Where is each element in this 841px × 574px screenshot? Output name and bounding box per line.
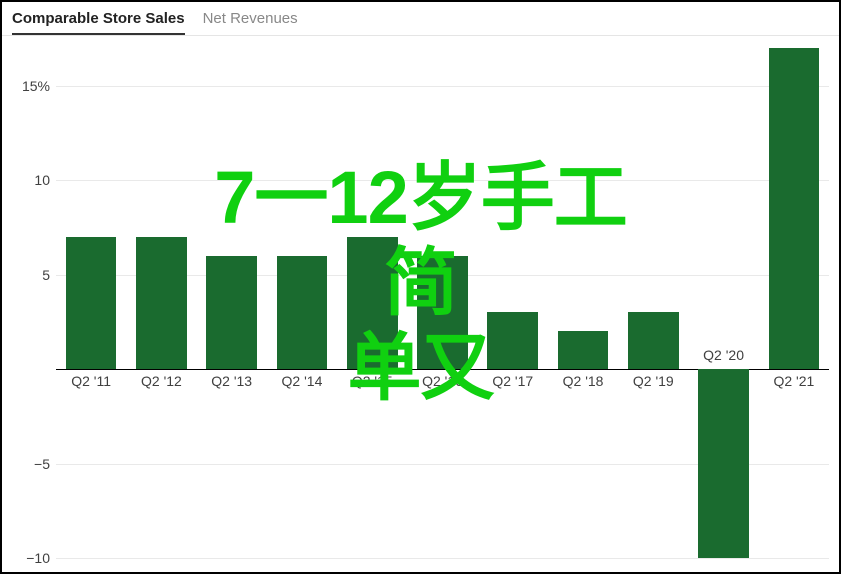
x-tick-label: Q2 '19 (633, 373, 674, 389)
x-tick-label: Q2 '13 (211, 373, 252, 389)
plot-region: 15%105−5−10Q2 '11Q2 '12Q2 '13Q2 '14Q2 '1… (56, 48, 829, 558)
x-tick-label: Q2 '17 (492, 373, 533, 389)
gridline (56, 558, 829, 559)
y-tick-label: 10 (16, 172, 50, 188)
bar[interactable] (628, 312, 679, 369)
tabs-bar: Comparable Store Sales Net Revenues (2, 2, 839, 36)
x-tick-label: Q2 '21 (773, 373, 814, 389)
tab-comparable-store-sales[interactable]: Comparable Store Sales (12, 6, 185, 35)
bar[interactable] (66, 237, 117, 369)
chart-area: 15% 10 5 −5 −10 Q2 '11 Q2 '12 Q2 '13 Q2 '14 Q2 '1… (2, 34, 839, 572)
bar[interactable] (558, 331, 609, 369)
x-tick-label: Q2 '11 (71, 373, 111, 389)
x-tick-label: Q2 '15 (352, 373, 393, 389)
bar[interactable] (769, 48, 820, 369)
chart-container: Comparable Store Sales Net Revenues 15%1… (0, 0, 841, 574)
y-tick-label: −10 (16, 550, 50, 566)
bar[interactable] (417, 256, 468, 369)
bar[interactable] (136, 237, 187, 369)
y-tick-label: −5 (16, 456, 50, 472)
bar[interactable] (206, 256, 257, 369)
tab-net-revenues[interactable]: Net Revenues (203, 6, 298, 35)
x-tick-label: Q2 '20 (703, 347, 744, 363)
bar[interactable] (487, 312, 538, 369)
x-tick-label: Q2 '12 (141, 373, 182, 389)
gridline (56, 180, 829, 181)
x-tick-label: Q2 '14 (282, 373, 323, 389)
bar[interactable] (347, 237, 398, 369)
x-tick-label: Q2 '16 (422, 373, 463, 389)
x-tick-label: Q2 '18 (563, 373, 604, 389)
y-tick-label: 5 (16, 267, 50, 283)
y-tick-label: 15% (16, 78, 50, 94)
bar[interactable] (698, 369, 749, 558)
bar[interactable] (277, 256, 328, 369)
gridline (56, 86, 829, 87)
